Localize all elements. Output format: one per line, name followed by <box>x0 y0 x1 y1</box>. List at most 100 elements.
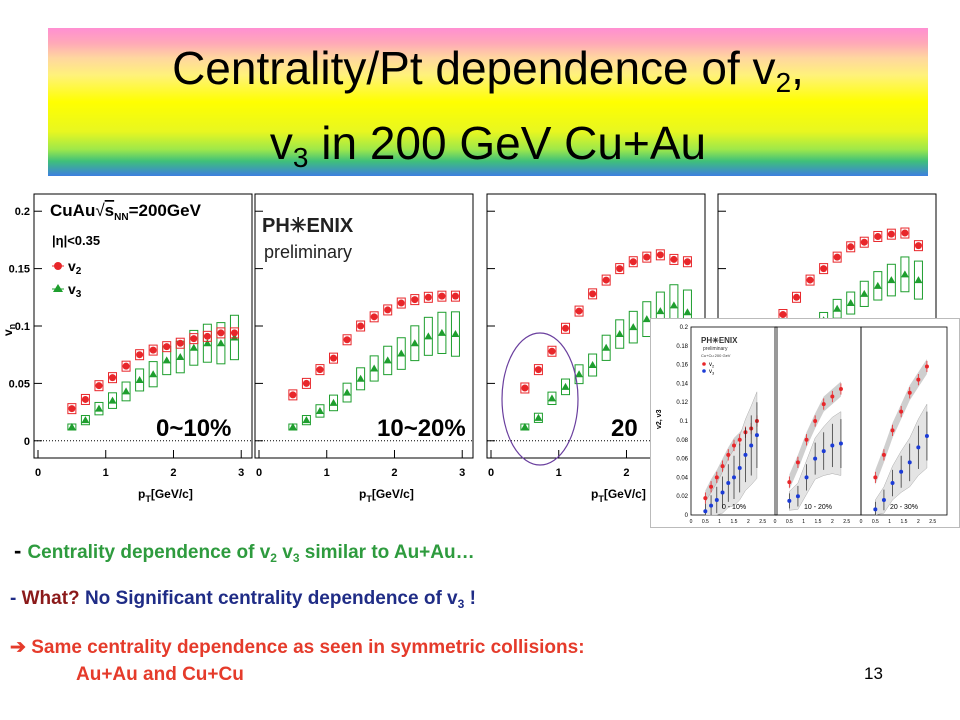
inset-legend-label-v3: v3 <box>709 369 715 376</box>
v3-sys-box <box>329 394 339 412</box>
x-axis-label: pT[GeV/c] <box>138 487 193 504</box>
v3-point <box>162 356 171 364</box>
inset-y-tick-label: 0 <box>685 513 689 519</box>
inset-x-tick-label: 0.5 <box>786 519 793 525</box>
v2-point <box>683 258 691 266</box>
v2-point <box>163 343 171 351</box>
inset-y-tick-label: 0.02 <box>676 494 688 500</box>
v2-point <box>451 292 459 300</box>
v2-point <box>357 322 365 330</box>
v2-point <box>330 354 338 362</box>
v3-point <box>642 315 651 323</box>
inset-v2-point <box>821 402 826 407</box>
v3-point <box>149 370 158 378</box>
v3-sys-box <box>108 392 118 409</box>
v2-sys-box <box>520 382 530 394</box>
inset-v3-point <box>804 475 809 480</box>
inset-v3-point <box>732 475 736 480</box>
inset-centrality-label: 0 - 10% <box>722 504 746 511</box>
v3-sys-box <box>410 325 420 362</box>
inset-y-tick-label: 0.16 <box>676 363 688 369</box>
v2-sys-box <box>423 291 433 303</box>
v2-point <box>190 335 198 343</box>
v3-point <box>122 387 131 395</box>
x-tick-label: 3 <box>459 467 465 479</box>
inset-v3-point <box>795 494 800 499</box>
v2-point <box>149 346 157 354</box>
v2-point <box>643 253 651 261</box>
v2-sys-box <box>913 240 923 252</box>
inset-v2-point <box>907 390 912 395</box>
v3-point <box>176 352 185 360</box>
v2-point <box>629 258 637 266</box>
v3-point <box>656 307 665 315</box>
v2-point <box>302 379 310 387</box>
v3-point <box>547 394 556 402</box>
x-tick-label: 1 <box>103 467 109 479</box>
v3-sys-box <box>356 367 366 391</box>
inset-v2-point <box>838 387 843 392</box>
inset-panel-1: 10 - 20% 0 0.5 1 1.5 2 2.5 <box>774 326 862 525</box>
x-tick-label: 0 <box>35 467 41 479</box>
v3-sys-box <box>900 256 910 293</box>
v3-sys-box <box>423 316 433 356</box>
v2-sys-box <box>561 322 571 334</box>
arrow-icon: ➔ <box>10 637 26 658</box>
y-tick-label: 0 <box>24 436 30 448</box>
v2-sys-box <box>301 377 311 389</box>
v3-sys-box <box>437 311 447 354</box>
inset-y-tick-label: 0.04 <box>676 475 688 481</box>
y-tick-label: 0.15 <box>9 264 30 276</box>
v3-sys-box <box>94 401 104 416</box>
v3-sys-box <box>561 378 571 396</box>
inset-centrality-label: 10 - 20% <box>804 504 832 511</box>
v2-sys-box <box>94 380 104 392</box>
v3-point <box>873 281 882 289</box>
cucu-flow-plot: 0 - 10%0 0.5 1 1.5 2 2.510 - 20%0 0.5 1 1.5 2 2.52… <box>656 325 948 525</box>
inset-centrality-label: 20 - 30% <box>890 504 918 511</box>
v2-point <box>806 276 814 284</box>
v3-point <box>67 423 76 431</box>
v3-point <box>383 356 392 364</box>
inset-v2-point <box>916 377 921 382</box>
inset-v3-point <box>881 497 886 502</box>
v3-point <box>397 349 406 357</box>
v3-sys-box <box>148 361 158 388</box>
inset-x-tick-label: 2 <box>831 519 834 525</box>
inset-x-tick-label: 1.5 <box>901 519 908 525</box>
v3-sys-box <box>886 263 896 297</box>
x-tick-label: 2 <box>170 467 176 479</box>
inset-v2-point <box>924 364 929 369</box>
v3-sys-box <box>315 404 325 418</box>
v2-sys-box <box>315 364 325 376</box>
v2-sys-box <box>383 304 393 316</box>
eta-cut-label: |η|<0.35 <box>52 233 100 248</box>
v2-point <box>793 293 801 301</box>
v3-point <box>451 330 460 338</box>
v2-point <box>874 232 882 240</box>
v2-point <box>370 313 378 321</box>
inset-y-tick-label: 0.2 <box>680 325 689 331</box>
y-tick-label: 0.05 <box>9 378 30 390</box>
inset-v3-point <box>838 441 843 446</box>
v2-point <box>901 229 909 237</box>
v2-sys-box <box>859 236 869 248</box>
v2-sys-box <box>80 393 90 405</box>
inset-v3-point <box>754 433 759 438</box>
v2-sys-box <box>202 330 212 342</box>
inset-v3-point <box>714 497 719 502</box>
inset-v3-point <box>726 481 731 486</box>
v2-sys-box <box>642 251 652 263</box>
v2-sys-box <box>900 227 910 239</box>
v2-sys-box <box>628 256 638 268</box>
v3-point <box>669 301 678 309</box>
inset-x-tick-label: 1 <box>888 519 891 525</box>
v3-point <box>615 330 624 338</box>
inset-v3-point <box>787 498 792 503</box>
v3-point <box>520 423 529 431</box>
v2-point <box>534 366 542 374</box>
v2-point <box>203 332 211 340</box>
cucu-inset-figure: 0 - 10% 0 0.5 1 1.5 2 2.5 10 - 20% 0 0.5 1 1.5 2 2.5 2… <box>650 318 960 528</box>
v2-sys-box <box>189 333 199 345</box>
phenix-logo: PH✳ENIX <box>262 215 354 237</box>
